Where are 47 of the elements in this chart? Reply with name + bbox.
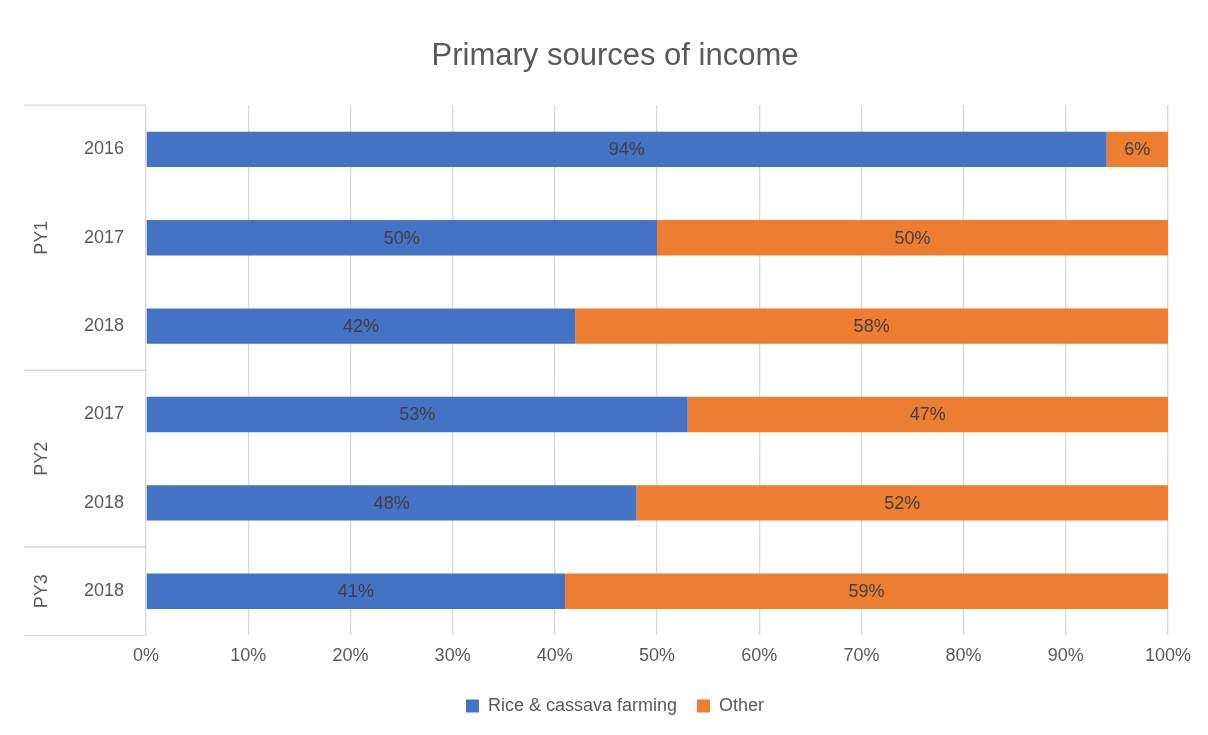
bar xyxy=(636,485,1168,521)
legend-label: Rice & cassava farming xyxy=(487,694,678,715)
data-label: 47% xyxy=(909,404,946,425)
text: PY1 xyxy=(30,220,51,255)
data-label: 6% xyxy=(1124,139,1151,160)
x-tick-label: 90% xyxy=(1047,645,1084,666)
data-label: 53% xyxy=(399,404,436,425)
data-label: 42% xyxy=(342,316,379,337)
x-tick-label: 40% xyxy=(536,645,573,666)
legend-label: Other xyxy=(719,694,765,715)
bar xyxy=(657,220,1168,256)
y-tick-label: 2018 xyxy=(84,315,125,336)
x-tick-label: 30% xyxy=(434,645,471,666)
bar xyxy=(1106,131,1168,168)
x-tick-label: 20% xyxy=(332,645,369,666)
data-label: 94% xyxy=(608,139,645,160)
bar xyxy=(687,396,1168,433)
x-tick-label: 80% xyxy=(945,645,982,666)
data-label: 50% xyxy=(894,227,931,248)
y-tick-label: 2018 xyxy=(84,580,125,601)
x-tick-label: 70% xyxy=(843,645,880,666)
x-tick-label: 0% xyxy=(133,645,160,666)
x-tick-label: 100% xyxy=(1144,645,1192,666)
data-label: 52% xyxy=(884,492,921,513)
x-tick-label: 60% xyxy=(741,645,778,666)
bar xyxy=(146,485,637,521)
data-label: 59% xyxy=(848,581,885,602)
text: PY3 xyxy=(30,574,51,609)
text: PY2 xyxy=(30,441,51,476)
bar xyxy=(146,308,576,344)
data-label: 41% xyxy=(337,581,374,602)
y-tick-label: 2017 xyxy=(84,226,125,247)
x-tick-label: 50% xyxy=(639,645,676,666)
bar xyxy=(146,396,688,433)
bar xyxy=(575,308,1168,344)
bar xyxy=(565,573,1168,609)
chart-title: Primary sources of income xyxy=(431,37,799,73)
y-tick-label: 2017 xyxy=(84,403,125,424)
bar xyxy=(146,573,566,609)
x-tick-label: 10% xyxy=(230,645,267,666)
data-label: 58% xyxy=(853,316,890,337)
y-tick-label: 2018 xyxy=(84,491,125,512)
bar xyxy=(146,220,658,256)
y-tick-label: 2016 xyxy=(84,138,125,159)
data-label: 50% xyxy=(383,227,420,248)
bar xyxy=(146,131,1107,168)
data-label: 48% xyxy=(373,492,410,513)
